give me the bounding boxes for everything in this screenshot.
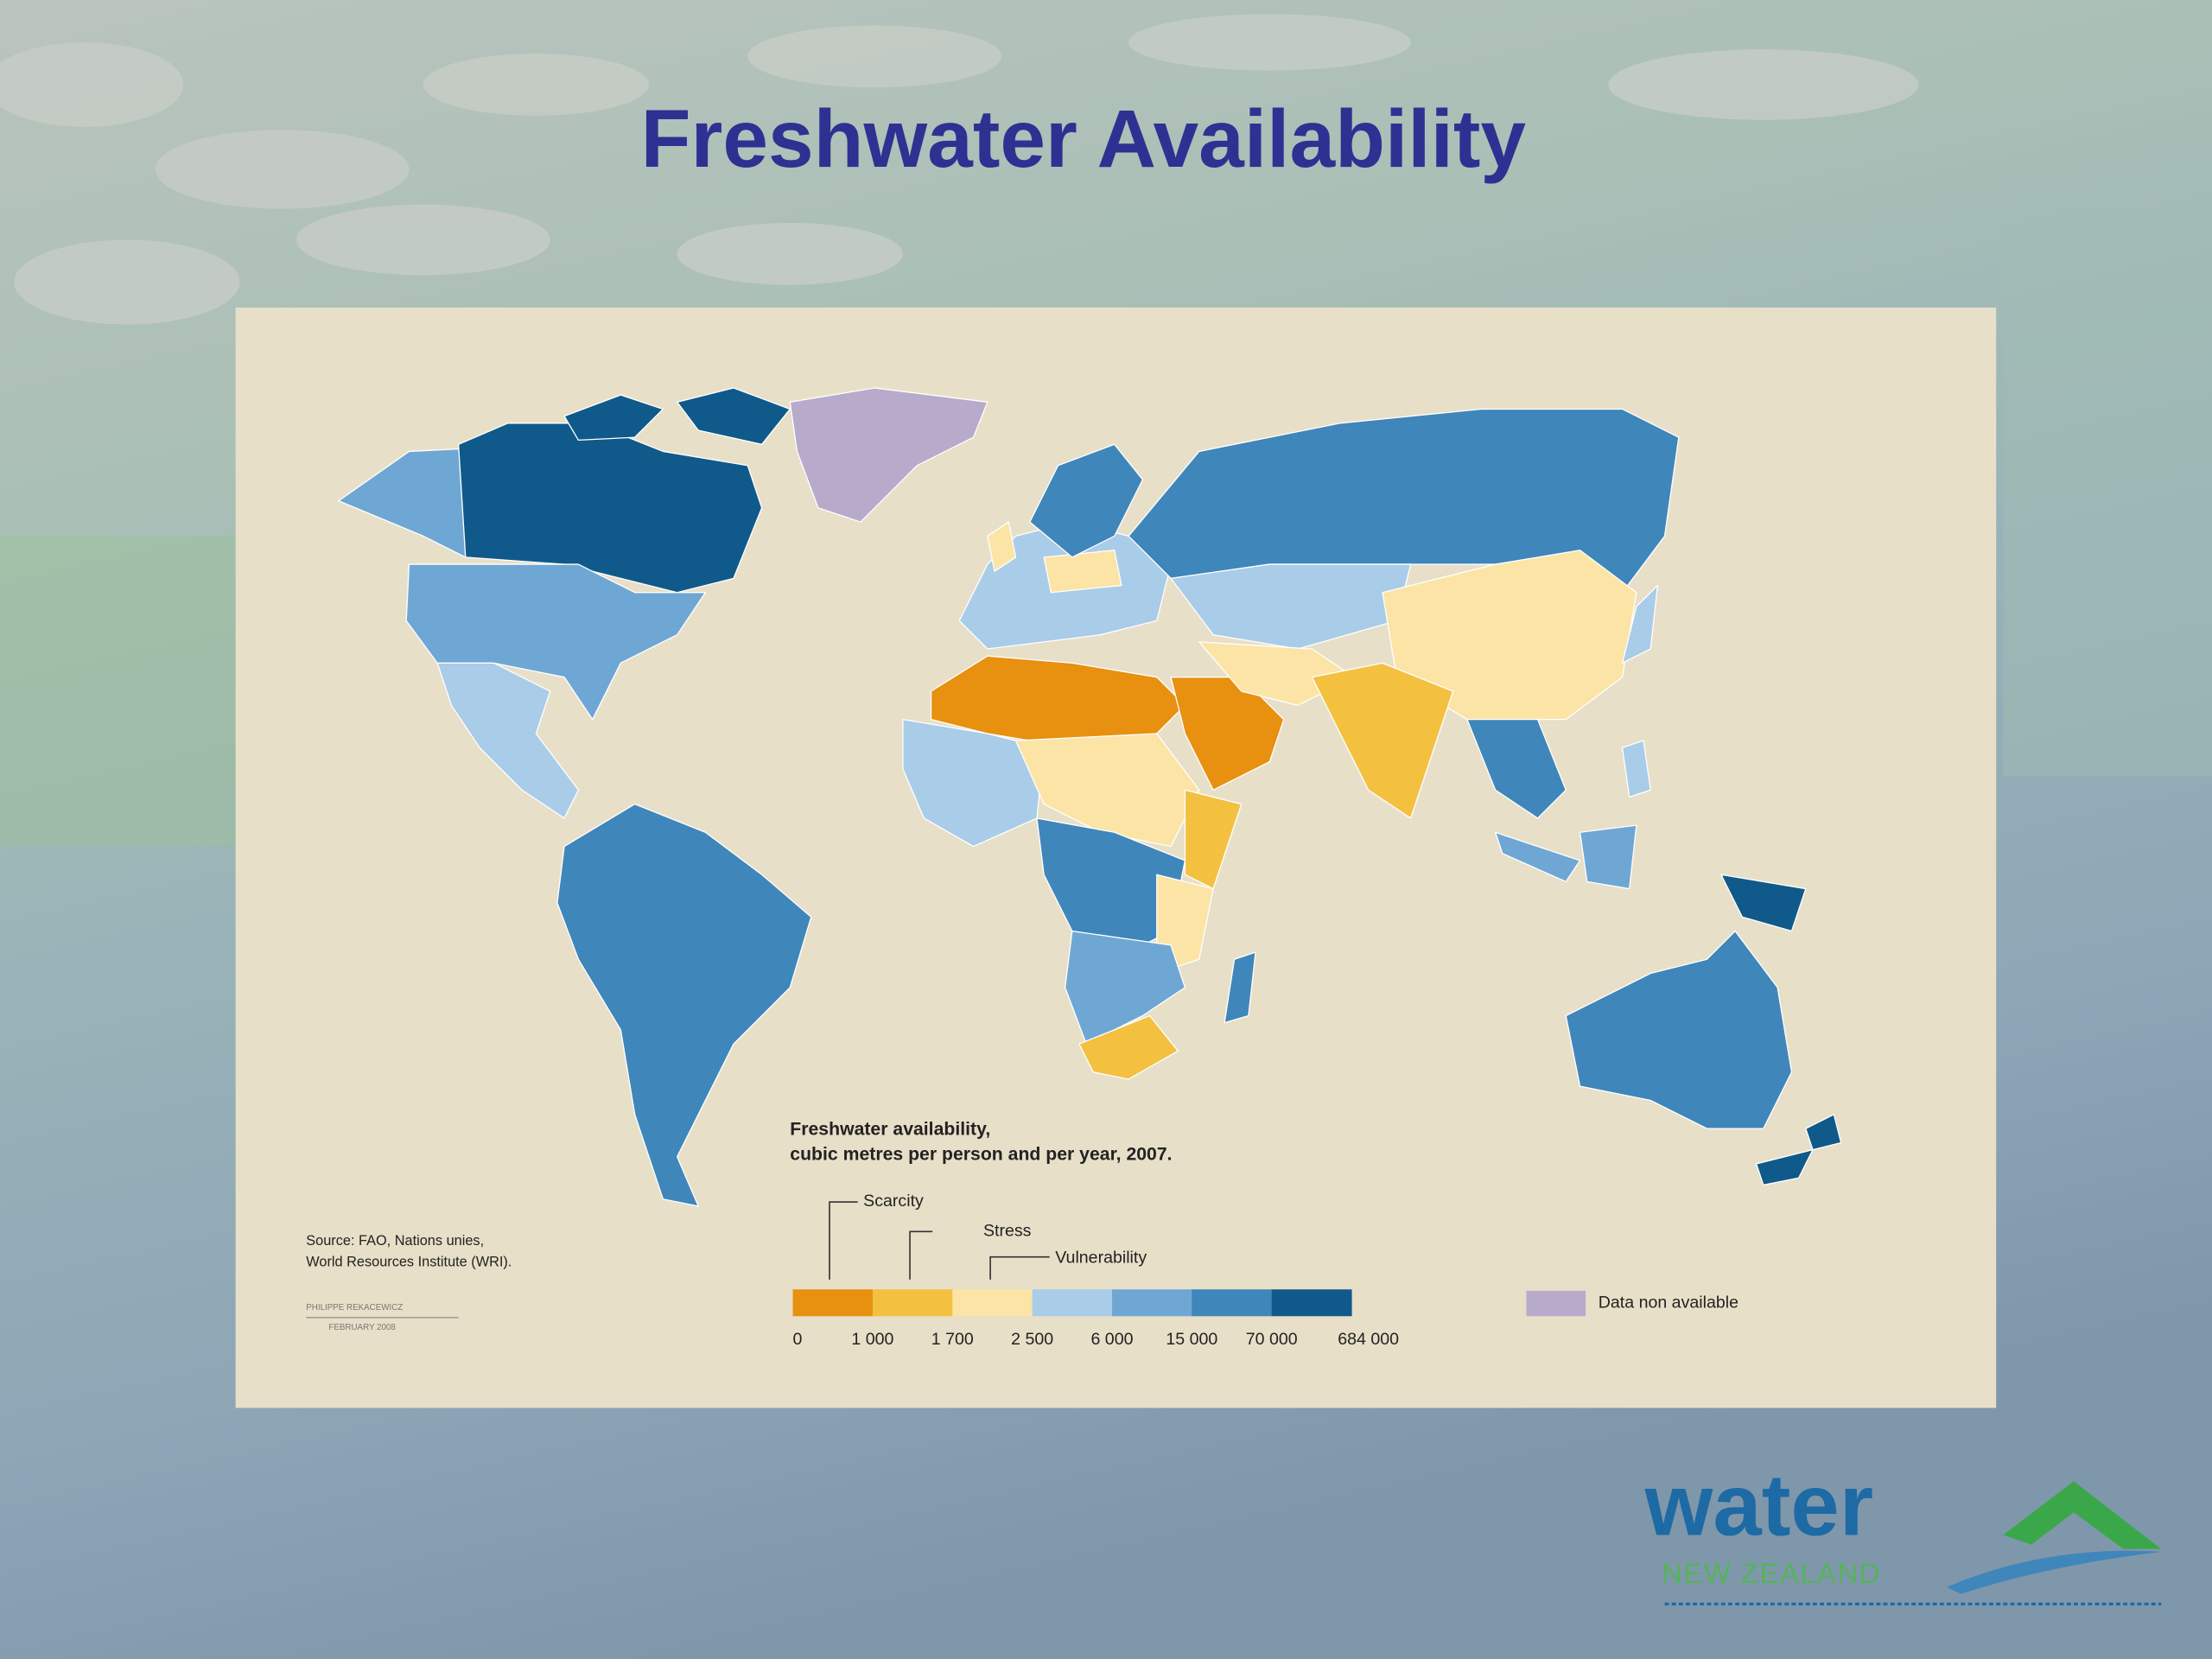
color-scale: 0 1 000 1 700 2 500 6 000 15 000 70 000 684 000 [792, 1289, 1399, 1349]
country [1756, 1114, 1842, 1186]
scale-label: 0 [793, 1330, 803, 1349]
arrow [909, 1230, 933, 1280]
country [1466, 719, 1567, 819]
world-map [338, 387, 1842, 1207]
source: Source: FAO, Nations unies, [306, 1233, 484, 1249]
country [563, 387, 791, 445]
scale-swatch [952, 1289, 1033, 1317]
scale-swatch [1032, 1289, 1113, 1317]
legend-title: Freshwater availability, [790, 1119, 990, 1139]
country [1565, 930, 1793, 1129]
legend-title: cubic metres per person and per year, 20… [790, 1145, 1172, 1165]
country [556, 803, 812, 1207]
scale-swatch [872, 1289, 953, 1317]
country [1311, 662, 1454, 819]
scale-label: 1 000 [851, 1330, 893, 1349]
rock [155, 130, 410, 209]
rock [0, 41, 184, 127]
rock [296, 204, 550, 276]
scale-swatch [1111, 1289, 1192, 1317]
credit: PHILIPPE REKACEWICZ [306, 1303, 403, 1313]
country [1065, 930, 1186, 1045]
scale-swatch [792, 1289, 874, 1317]
arrow [829, 1201, 858, 1280]
logo-region: NEW ZEALAND [1662, 1557, 1881, 1589]
threshold-label: Scarcity [863, 1192, 924, 1211]
country [1621, 584, 1659, 798]
scale-label: 1 700 [931, 1330, 974, 1349]
country [436, 662, 580, 819]
scale-swatch [1192, 1289, 1273, 1317]
rock [1608, 49, 1919, 120]
rock [423, 54, 650, 116]
country [1043, 550, 1122, 594]
logo-wave [1947, 1550, 2162, 1594]
slide-title: Freshwater Availability [641, 93, 1527, 185]
rocks [0, 14, 1919, 325]
logo: water NEW ZEALAND [1644, 1456, 2162, 1605]
country [789, 387, 988, 523]
rock [1128, 14, 1411, 71]
threshold-label: Vulnerability [1055, 1248, 1147, 1267]
country [1224, 951, 1256, 1024]
legend: Freshwater availability, cubic metres pe… [790, 1119, 1738, 1349]
threshold-label: Stress [983, 1221, 1032, 1240]
missing-swatch [1526, 1290, 1586, 1317]
threshold-arrows [829, 1201, 1050, 1280]
country [987, 521, 1017, 572]
arrow [989, 1255, 1050, 1280]
rock [747, 25, 1002, 88]
country [1494, 824, 1637, 890]
scale-label: 2 500 [1011, 1330, 1053, 1349]
country [405, 563, 706, 721]
scale-swatch [1271, 1289, 1352, 1317]
rock [677, 222, 903, 285]
scale-label: 70 000 [1246, 1330, 1298, 1349]
water-reflection [0, 536, 240, 847]
rock [14, 239, 240, 325]
country [1720, 874, 1807, 932]
source: World Resources Institute (WRI). [306, 1255, 512, 1270]
water-reflection [2003, 211, 2212, 776]
logo-name: water [1644, 1456, 1873, 1554]
country [1078, 1014, 1179, 1080]
country [902, 719, 1045, 848]
missing-label: Data non available [1599, 1294, 1738, 1313]
country [1029, 443, 1144, 558]
logo-mark [2003, 1481, 2162, 1549]
country [1014, 733, 1200, 848]
scale-label: 684 000 [1338, 1330, 1399, 1349]
scale-label: 15 000 [1166, 1330, 1217, 1349]
country [930, 655, 1186, 748]
scale-label: 6 000 [1090, 1330, 1133, 1349]
credit: FEBRUARY 2008 [328, 1323, 396, 1332]
